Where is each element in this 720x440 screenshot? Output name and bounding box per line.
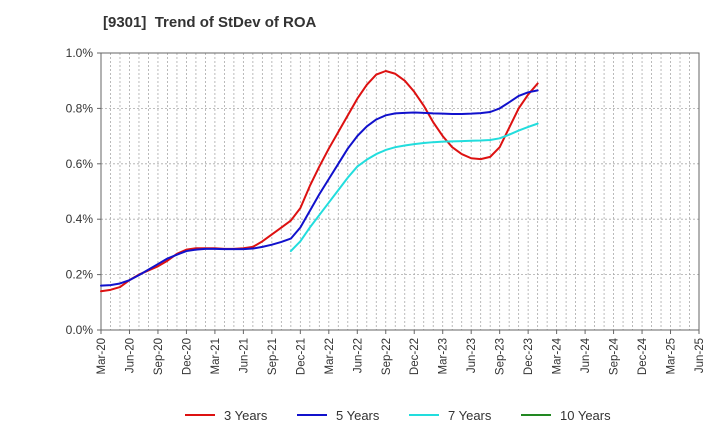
plot-area <box>101 53 699 330</box>
x-tick-label: Sep-22 <box>381 338 393 375</box>
x-tick-label: Dec-24 <box>637 337 649 375</box>
series-line-7-years <box>289 122 539 253</box>
x-tick-label: Mar-25 <box>666 338 678 374</box>
legend-label-5-years: 5 Years <box>336 408 380 423</box>
chart-title: [9301] Trend of StDev of ROA <box>103 14 317 31</box>
x-tick-label: Jun-24 <box>580 337 592 373</box>
x-tick-label: Mar-20 <box>96 338 108 374</box>
y-tick-label: 0.6% <box>66 157 94 171</box>
x-tick-label: Dec-21 <box>295 338 307 375</box>
x-tick-label: Jun-21 <box>238 338 250 373</box>
legend-label-10-years: 10 Years <box>560 408 611 423</box>
x-tick-label: Jun-25 <box>694 338 706 373</box>
x-tick-label: Jun-23 <box>466 338 478 373</box>
y-tick-label: 0.2% <box>66 268 94 282</box>
x-tick-label: Mar-21 <box>210 338 222 374</box>
legend: 3 Years 5 Years 7 Years 10 Years <box>185 408 611 423</box>
series-line-5-years <box>100 89 539 287</box>
y-tick-label: 1.0% <box>66 46 94 60</box>
series-lines <box>100 70 539 293</box>
axes: 0.0% 0.2% 0.4% 0.6% 0.8% 1.0% Mar-20 Jun-20 Sep-… <box>66 46 706 375</box>
x-tick-label: Sep-24 <box>609 337 621 375</box>
x-tick-label: Sep-23 <box>495 338 507 375</box>
y-tick-label: 0.0% <box>66 323 94 337</box>
y-tick-label: 0.8% <box>66 101 94 115</box>
y-tick-label: 0.4% <box>66 212 94 226</box>
legend-label-3-years: 3 Years <box>224 408 268 423</box>
x-tick-label: Dec-22 <box>409 338 421 375</box>
x-tick-label: Mar-22 <box>324 338 336 374</box>
legend-label-7-years: 7 Years <box>448 408 492 423</box>
x-tick-label: Sep-21 <box>267 338 279 375</box>
x-tick-label: Jun-20 <box>124 338 136 373</box>
x-tick-label: Jun-22 <box>352 338 364 373</box>
x-tick-label: Dec-23 <box>523 338 535 375</box>
x-tick-label: Mar-23 <box>438 338 450 374</box>
x-tick-label: Sep-20 <box>153 338 165 375</box>
x-tick-label: Dec-20 <box>181 338 193 375</box>
plot-border <box>100 52 700 331</box>
x-tick-label: Mar-24 <box>552 337 564 374</box>
